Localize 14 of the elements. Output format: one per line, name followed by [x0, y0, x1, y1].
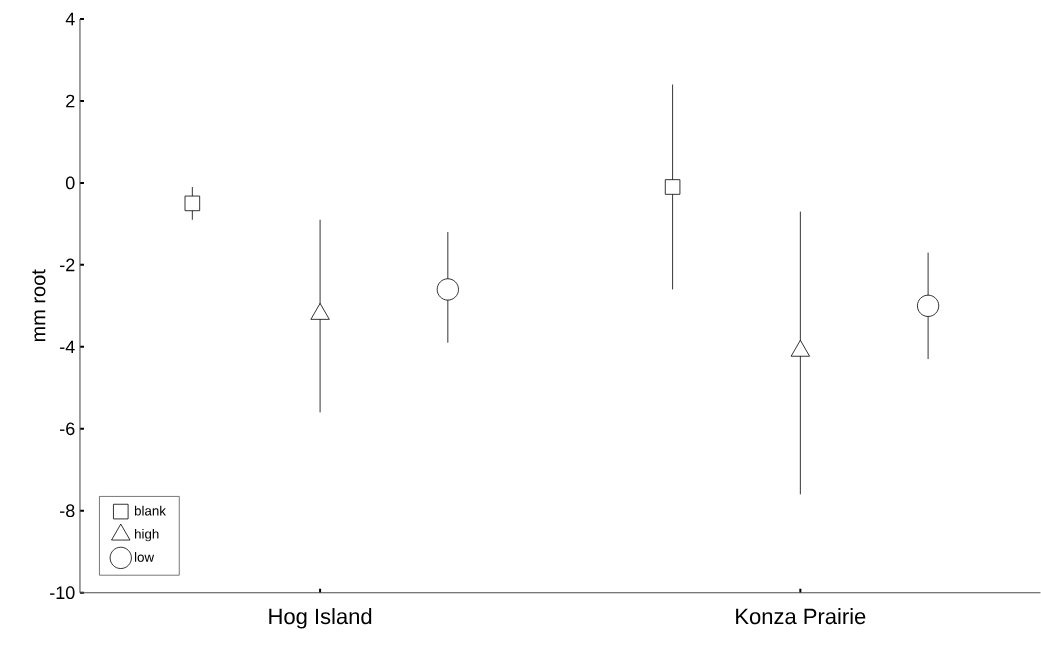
- y-tick-label: 2: [66, 94, 75, 108]
- y-tick-label: -6: [60, 422, 75, 436]
- y-tick-label: -4: [60, 340, 75, 354]
- legend-label: high: [135, 529, 159, 542]
- y-tick-label: 4: [65, 12, 75, 26]
- y-tick-label: -2: [60, 258, 75, 272]
- y-tick-label: -8: [60, 504, 75, 518]
- y-axis-title: mm root: [32, 269, 46, 342]
- legend-label: blank: [134, 505, 166, 516]
- y-tick-label: 0: [65, 176, 75, 190]
- legend-label: low: [134, 552, 155, 563]
- y-tick-label: -10: [50, 586, 75, 600]
- x-tick-label: Konza Prairie: [736, 608, 866, 625]
- x-tick-label: Hog Island: [269, 608, 372, 629]
